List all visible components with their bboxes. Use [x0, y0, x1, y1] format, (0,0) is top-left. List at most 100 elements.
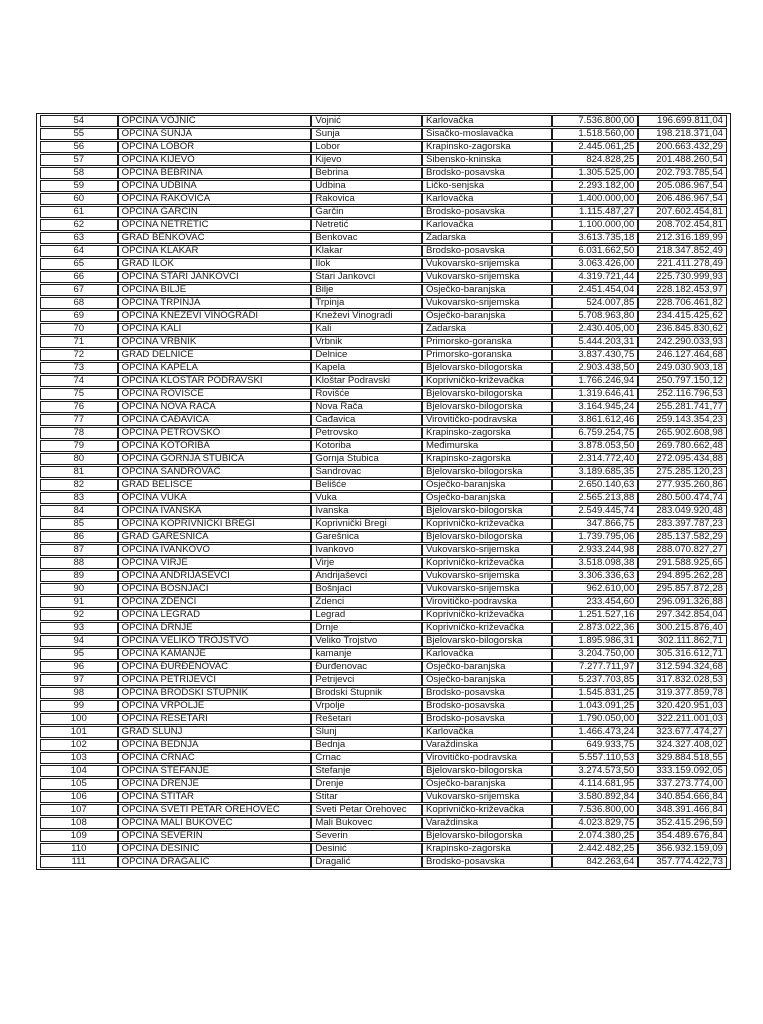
cell-row-number: 78 [40, 427, 118, 439]
cell-settlement: Kneževi Vinogradi [311, 310, 422, 322]
cell-amount: 2.293.182,00 [552, 180, 639, 192]
cell-amount: 2.933.244,98 [552, 544, 639, 556]
cell-amount: 842.263,64 [552, 856, 639, 868]
cell-municipality-name: OPĆINA ROVIŠĆE [117, 388, 312, 400]
cell-cumulative-amount: 340.854.666,84 [638, 791, 727, 803]
table-row: 106 OPĆINA ŠTITAR Štitar Vukovarsko-srijems… [40, 791, 727, 803]
cell-amount: 2.903.438,50 [552, 362, 639, 374]
cell-settlement: kamanje [311, 648, 422, 660]
cell-county: Brodsko-posavska [421, 245, 553, 257]
cell-cumulative-amount: 324.327.408,02 [638, 739, 727, 751]
cell-settlement: Kijevo [311, 154, 422, 166]
table-row: 54 OPĆINA VOJNIĆ Vojnić Karlovačka 7.536.800… [40, 115, 727, 127]
cell-amount: 2.451.454,04 [552, 284, 639, 296]
cell-settlement: Bošnjaci [311, 583, 422, 595]
cell-amount: 1.115.487,27 [552, 206, 639, 218]
table-row: 65 GRAD ILOK Ilok Vukovarsko-srijemska 3.063… [40, 258, 727, 270]
cell-municipality-name: OPĆINA KNEŽEVI VINOGRADI [117, 310, 312, 322]
cell-row-number: 70 [40, 323, 118, 335]
cell-municipality-name: OPĆINA KOTORIBA [117, 440, 312, 452]
cell-county: Koprivničko-križevačka [421, 804, 553, 816]
cell-settlement: Zdenci [311, 596, 422, 608]
table-row: 95 OPĆINA KAMANJE kamanje Karlovačka 3.204.7… [40, 648, 727, 660]
cell-settlement: Garešnica [311, 531, 422, 543]
cell-cumulative-amount: 352.415.296,59 [638, 817, 727, 829]
cell-settlement: Kloštar Podravski [311, 375, 422, 387]
cell-settlement: Rešetari [311, 713, 422, 725]
cell-row-number: 95 [40, 648, 118, 660]
cell-county: Osječko-baranjska [421, 674, 553, 686]
cell-row-number: 59 [40, 180, 118, 192]
table-row: 78 OPĆINA PETROVSKO Petrovsko Krapinsko-zag… [40, 427, 727, 439]
cell-cumulative-amount: 283.049.920,48 [638, 505, 727, 517]
cell-municipality-name: OPĆINA BRODSKI STUPNIK [117, 687, 312, 699]
cell-amount: 1.319.646,41 [552, 388, 639, 400]
cell-amount: 2.873.022,36 [552, 622, 639, 634]
table-row: 109 OPĆINA SEVERIN Severin Bjelovarsko-bilo… [40, 830, 727, 842]
cell-county: Koprivničko-križevačka [421, 609, 553, 621]
cell-settlement: Štitar [311, 791, 422, 803]
cell-row-number: 107 [40, 804, 118, 816]
cell-municipality-name: OPĆINA ĐURĐENOVAC [117, 661, 312, 673]
cell-cumulative-amount: 302.111.862,71 [638, 635, 727, 647]
cell-amount: 347.866,75 [552, 518, 639, 530]
cell-settlement: Trpinja [311, 297, 422, 309]
table-row: 77 OPĆINA ČAĐAVICA Čađavica Virovitičko-pod… [40, 414, 727, 426]
cell-row-number: 108 [40, 817, 118, 829]
cell-row-number: 88 [40, 557, 118, 569]
cell-settlement: Belišće [311, 479, 422, 491]
cell-settlement: Stari Jankovci [311, 271, 422, 283]
cell-settlement: Netretić [311, 219, 422, 231]
cell-row-number: 90 [40, 583, 118, 595]
cell-cumulative-amount: 288.070.827,27 [638, 544, 727, 556]
table-row: 55 OPĆINA SUNJA Sunja Sisačko-moslavačka 1.5… [40, 128, 727, 140]
cell-county: Bjelovarsko-bilogorska [421, 830, 553, 842]
cell-settlement: Sunja [311, 128, 422, 140]
table-row: 72 GRAD DELNICE Delnice Primorsko-goranska 3… [40, 349, 727, 361]
cell-county: Varaždinska [421, 739, 553, 751]
cell-municipality-name: OPĆINA IVANKOVO [117, 544, 312, 556]
table-row: 81 OPĆINA ŠANDROVAC Šandrovac Bjelovarsko-b… [40, 466, 727, 478]
cell-row-number: 85 [40, 518, 118, 530]
cell-row-number: 65 [40, 258, 118, 270]
cell-row-number: 73 [40, 362, 118, 374]
cell-row-number: 74 [40, 375, 118, 387]
cell-row-number: 68 [40, 297, 118, 309]
cell-row-number: 84 [40, 505, 118, 517]
cell-row-number: 69 [40, 310, 118, 322]
cell-cumulative-amount: 317.832.028,53 [638, 674, 727, 686]
cell-county: Koprivničko-križevačka [421, 622, 553, 634]
cell-cumulative-amount: 300.215.876,40 [638, 622, 727, 634]
cell-cumulative-amount: 228.182.453,97 [638, 284, 727, 296]
cell-county: Varaždinska [421, 817, 553, 829]
table-row: 96 OPĆINA ĐURĐENOVAC Đurđenovac Osječko-bar… [40, 661, 727, 673]
table-row: 64 OPĆINA KLAKAR Klakar Brodsko-posavska 6.0… [40, 245, 727, 257]
cell-county: Vukovarsko-srijemska [421, 297, 553, 309]
cell-municipality-name: OPĆINA BILJE [117, 284, 312, 296]
cell-county: Koprivničko-križevačka [421, 375, 553, 387]
cell-cumulative-amount: 291.588.925,65 [638, 557, 727, 569]
cell-row-number: 62 [40, 219, 118, 231]
cell-settlement: Ivankovo [311, 544, 422, 556]
cell-municipality-name: OPĆINA ANDRIJAŠEVCI [117, 570, 312, 582]
cell-row-number: 110 [40, 843, 118, 855]
cell-county: Karlovačka [421, 115, 553, 127]
cell-settlement: Rakovica [311, 193, 422, 205]
cell-row-number: 71 [40, 336, 118, 348]
cell-municipality-name: OPĆINA KOPRIVNIČKI BREGI [117, 518, 312, 530]
table-row: 58 OPĆINA BEBRINA Bebrina Brodsko-posavska 1… [40, 167, 727, 179]
cell-settlement: Petrijevci [311, 674, 422, 686]
cell-row-number: 80 [40, 453, 118, 465]
cell-cumulative-amount: 259.143.354,23 [638, 414, 727, 426]
cell-row-number: 102 [40, 739, 118, 751]
cell-county: Krapinsko-zagorska [421, 453, 553, 465]
table-row: 76 OPĆINA NOVA RAČA Nova Rača Bjelovarsko-b… [40, 401, 727, 413]
cell-row-number: 66 [40, 271, 118, 283]
cell-amount: 3.063.426,00 [552, 258, 639, 270]
cell-row-number: 109 [40, 830, 118, 842]
table-row: 99 OPĆINA VRPOLJE Vrpolje Brodsko-posavska 1… [40, 700, 727, 712]
cell-county: Zadarska [421, 232, 553, 244]
cell-row-number: 93 [40, 622, 118, 634]
cell-settlement: Mali Bukovec [311, 817, 422, 829]
